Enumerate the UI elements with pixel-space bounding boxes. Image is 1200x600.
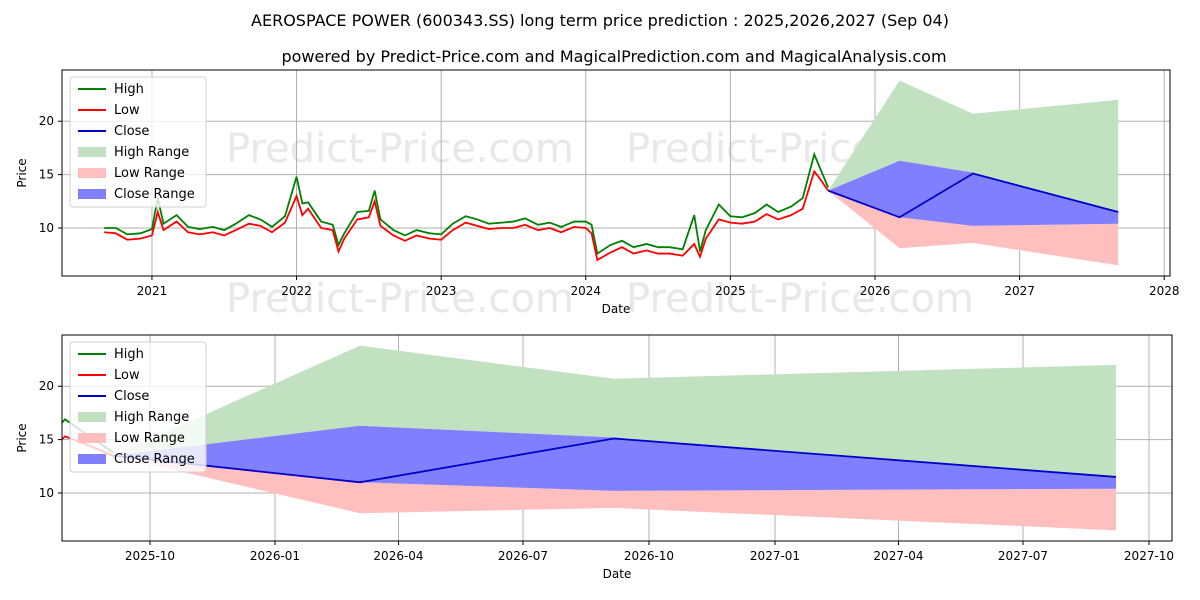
y-tick-label: 10 [39,221,54,235]
legend-swatch-low-range [78,168,106,178]
y-tick-label: 20 [39,379,54,393]
x-tick-label: 2026 [860,284,891,298]
legend: High Low Close High Range Low Range Close Ran… [69,341,207,473]
x-tick-label: 2026-01 [250,549,300,563]
plot-panel-0: Predict-Price.com Predict-Price.com Predic… [15,69,1180,322]
legend-label: Close [114,389,149,404]
legend-label: High Range [114,145,189,160]
y-axis-label: Price [15,423,29,452]
close-line [112,437,1117,484]
watermark: Predict-Price.com [226,276,574,322]
axes-frame [61,69,1171,277]
y-tick-label: 20 [39,114,54,128]
x-tick-label: 2027-10 [1124,549,1174,563]
legend-label: Low Range [114,431,185,446]
chart-title: AEROSPACE POWER (600343.SS) long term pr… [251,11,949,30]
legend-swatch-low-range [78,433,106,443]
axes-frame [61,334,1173,542]
y-tick-label: 10 [39,486,54,500]
x-tick-label: 2021 [137,284,168,298]
x-tick-label: 2027-07 [998,549,1048,563]
low-line [104,169,829,262]
x-tick-label: 2023 [426,284,457,298]
close-range-band [113,425,1116,491]
high-range-band [113,345,1116,477]
x-axis-label: Date [603,567,632,581]
legend: High Low Close High Range Low Range Close Ran… [69,76,207,208]
y-axis-label: Price [15,158,29,187]
high-line [104,151,829,256]
legend-label: High [114,347,144,362]
y-tick-label: 15 [39,168,54,182]
y-tick-label: 15 [39,433,54,447]
legend-swatch-high-range [78,147,106,157]
x-tick-label: 2022 [281,284,312,298]
legend-label: Low Range [114,166,185,181]
x-tick-label: 2027 [1004,284,1035,298]
x-tick-label: 2025 [715,284,746,298]
x-tick-label: 2028 [1149,284,1180,298]
legend-label: Close Range [114,187,195,202]
plot-area [104,80,1119,266]
x-tick-label: 2027-04 [873,549,923,563]
x-tick-label: 2024 [571,284,602,298]
legend-label: Close Range [114,452,195,467]
watermark: Predict-Price.com [226,126,574,172]
x-tick-label: 2026-07 [498,549,548,563]
high-range-band [828,80,1119,212]
legend-label: Low [114,368,140,383]
x-axis-label: Date [602,302,631,316]
legend-swatch-high-range [78,412,106,422]
low-range-band [828,190,1119,266]
plot-area [62,345,1117,531]
plot-panel-1: Predict-Price.comPredict-Price.com2025-1… [15,334,1174,581]
x-tick-label: 2027-01 [750,549,800,563]
legend-label: Close [114,124,149,139]
x-tick-label: 2025-10 [125,549,175,563]
legend-swatch-close-range [78,454,106,464]
watermark: Predict-Price.com [626,276,974,322]
chart-subtitle: powered by Predict-Price.com and Magical… [281,47,946,66]
low-range-band [113,455,1116,531]
close-line [827,172,1119,219]
x-tick-label: 2026-10 [624,549,674,563]
x-tick-label: 2026-04 [373,549,423,563]
close-range-band [828,160,1119,226]
legend-label: High [114,82,144,97]
legend-label: High Range [114,410,189,425]
legend-label: Low [114,103,140,118]
legend-swatch-close-range [78,189,106,199]
